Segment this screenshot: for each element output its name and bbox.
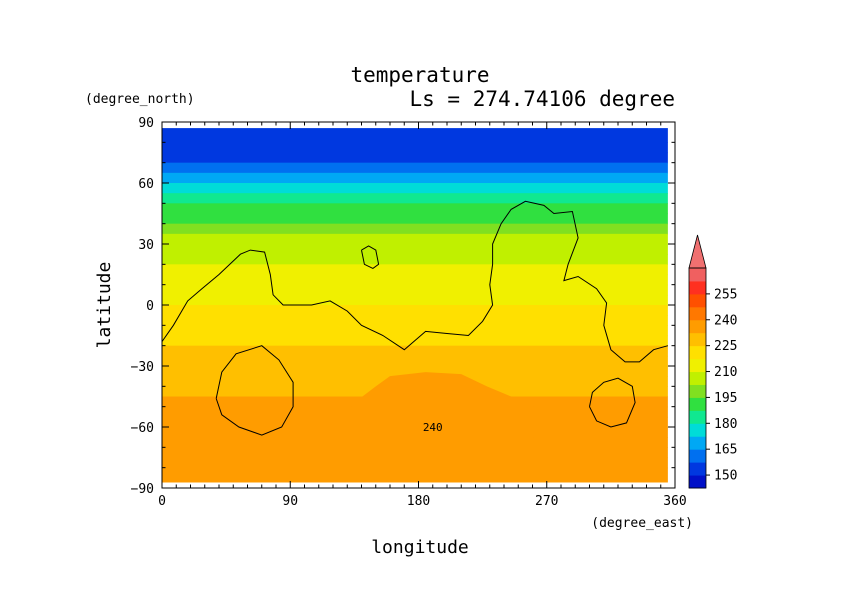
colorbar-swatch: [689, 306, 706, 321]
temperature-band: [162, 244, 668, 255]
temperature-band: [162, 305, 668, 316]
colorbar-swatch: [689, 332, 706, 347]
colorbar-label: 255: [714, 287, 737, 302]
colorbar-label: 225: [714, 339, 737, 354]
warm-region: [311, 372, 556, 478]
x-tick-label: 180: [407, 494, 430, 509]
temperature-band: [162, 254, 668, 265]
colorbar-swatch: [689, 410, 706, 424]
colorbar-label: 150: [714, 469, 737, 484]
colorbar-swatch: [689, 397, 706, 411]
temperature-band: [162, 203, 668, 215]
y-tick-label: 90: [138, 116, 154, 131]
y-tick-label: 30: [138, 238, 154, 253]
colorbar-swatch: [689, 449, 706, 463]
colorbar-swatch: [689, 423, 706, 437]
warm-region-label: 240: [423, 421, 443, 434]
y-unit-label: (degree_north): [85, 92, 195, 107]
temperature-band: [162, 152, 668, 164]
contour-line: [215, 345, 294, 436]
colorbar-swatch: [689, 462, 706, 476]
colorbar-label: 195: [714, 391, 737, 406]
contour-line: [589, 377, 636, 428]
colorbar-label: 210: [714, 365, 737, 380]
axes: 0 90 180 270 360 90 60 30 0 −30 −60 −90: [131, 116, 687, 509]
temperature-band: [162, 172, 668, 184]
y-tick-label: 60: [138, 177, 154, 192]
temperature-band: [162, 274, 668, 286]
chart-title: temperature: [350, 63, 489, 87]
temperature-band: [162, 294, 668, 306]
contour-line: [361, 245, 380, 269]
temperature-band: [162, 366, 668, 377]
colorbar-swatch: [689, 345, 706, 360]
temperature-band: [162, 233, 668, 245]
colorbar-swatch: [689, 384, 706, 398]
colorbar-swatch: [689, 293, 706, 308]
x-tick-label: 90: [282, 494, 298, 509]
y-axis-label: latitude: [94, 262, 115, 349]
x-unit-label: (degree_east): [591, 516, 693, 531]
temperature-band: [162, 315, 668, 326]
y-tick-label: −90: [131, 482, 154, 497]
temperature-band: [162, 183, 668, 194]
colorbar-swatch: [689, 358, 706, 373]
x-axis-label: longitude: [371, 537, 469, 558]
colorbar-swatch: [689, 436, 706, 450]
colorbar-swatch: [689, 475, 706, 489]
x-tick-label: 270: [535, 494, 558, 509]
temperature-band: [162, 223, 668, 235]
temperature-band: [162, 355, 668, 367]
colorbar-label: 180: [714, 417, 737, 432]
colorbar-swatch: [689, 268, 706, 282]
temperature-band: [162, 345, 668, 357]
y-tick-label: −30: [131, 360, 154, 375]
plot-area: 240: [161, 128, 669, 483]
chart-subtitle: Ls = 274.74106 degree: [409, 87, 675, 111]
colorbar-label: 165: [714, 443, 737, 458]
colorbar-label: 240: [714, 313, 737, 328]
colorbar-extend-arrow: [688, 234, 707, 269]
temperature-band: [162, 128, 668, 143]
temperature-band: [162, 284, 668, 296]
contour-line: [161, 200, 669, 363]
colorbar-swatch: [689, 371, 706, 385]
y-tick-label: −60: [131, 421, 154, 436]
x-tick-label: 0: [158, 494, 166, 509]
x-tick-label: 360: [663, 494, 686, 509]
temperature-band: [162, 162, 668, 174]
colorbar: 150 165 180 195 210 225 240 255: [688, 234, 737, 489]
temperature-band: [162, 325, 668, 337]
y-tick-label: 0: [146, 299, 154, 314]
temperature-band: [162, 264, 668, 276]
colorbar-swatch: [689, 319, 706, 334]
temperature-band: [162, 213, 668, 225]
temperature-band: [162, 193, 668, 204]
colorbar-frame: [688, 267, 707, 489]
temperature-band: [162, 142, 668, 154]
colorbar-swatch: [689, 280, 706, 295]
